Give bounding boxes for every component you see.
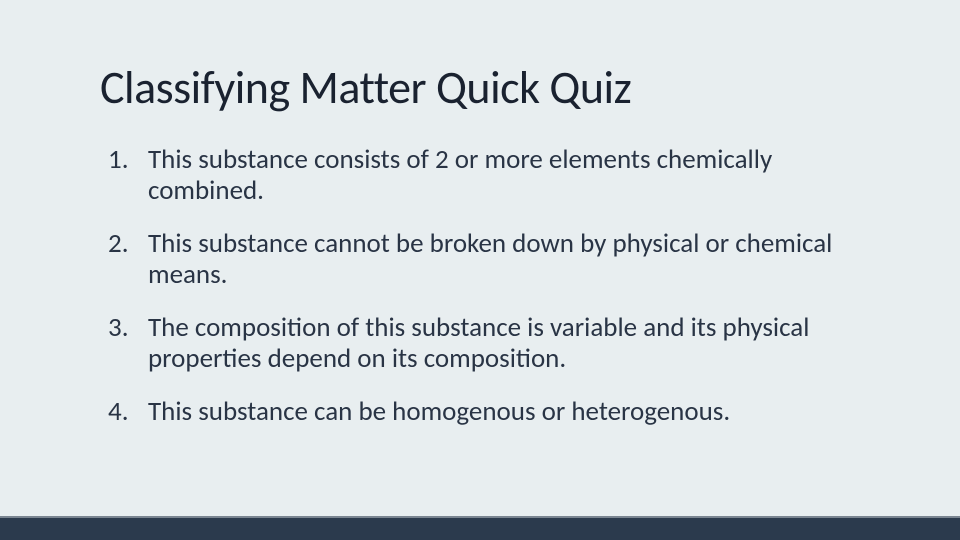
list-item: This substance consists of 2 or more ele… bbox=[100, 144, 860, 228]
list-item: The composition of this substance is var… bbox=[100, 312, 860, 396]
quiz-list: This substance consists of 2 or more ele… bbox=[100, 144, 860, 449]
list-item: This substance cannot be broken down by … bbox=[100, 228, 860, 312]
slide: Classifying Matter Quick Quiz This subst… bbox=[0, 0, 960, 540]
list-item: This substance can be homogenous or hete… bbox=[100, 396, 860, 449]
footer-bar bbox=[0, 518, 960, 540]
slide-title: Classifying Matter Quick Quiz bbox=[100, 60, 860, 116]
